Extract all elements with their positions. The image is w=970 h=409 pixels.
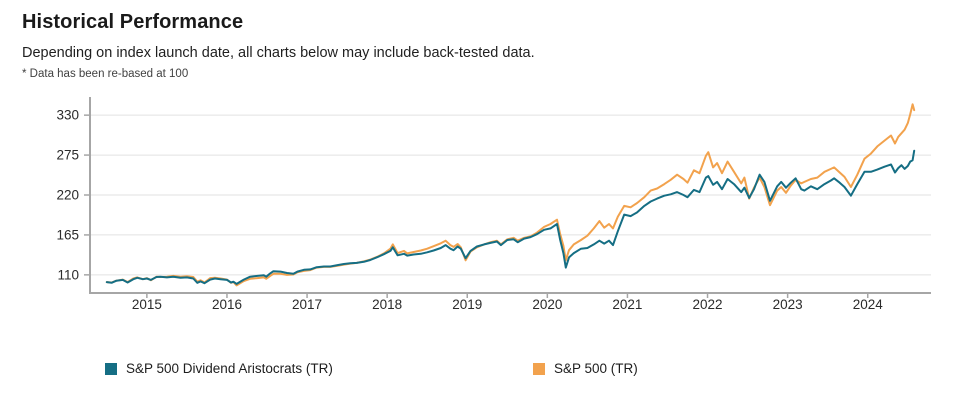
page-title: Historical Performance (22, 11, 244, 33)
x-axis-tick-label: 2024 (853, 297, 884, 312)
series-line-dividend-aristocrats (105, 149, 916, 285)
chart-legend: S&P 500 Dividend Aristocrats (TR) S&P 50… (0, 361, 970, 381)
x-axis-tick-label: 2022 (693, 297, 723, 312)
legend-item-dividend-aristocrats[interactable]: S&P 500 Dividend Aristocrats (TR) (105, 361, 333, 376)
legend-label-dividend-aristocrats: S&P 500 Dividend Aristocrats (TR) (126, 361, 333, 376)
legend-swatch-sp500-icon (533, 362, 545, 375)
x-axis-tick-label: 2021 (612, 297, 642, 312)
chart-header: Historical Performance Depending on inde… (22, 11, 535, 80)
legend-item-sp500[interactable]: S&P 500 (TR) (533, 361, 638, 376)
y-axis-tick-label: 330 (56, 108, 79, 123)
x-axis-tick-label: 2019 (452, 297, 482, 312)
chart-subtitle: Depending on index launch date, all char… (22, 45, 535, 61)
rebase-footnote: * Data has been re-based at 100 (22, 68, 189, 80)
x-axis-tick-label: 2017 (292, 297, 322, 312)
x-axis-tick-label: 2023 (773, 297, 803, 312)
legend-label-sp500: S&P 500 (TR) (554, 361, 638, 376)
x-axis-tick-label: 2016 (212, 297, 242, 312)
y-axis-tick-label: 110 (57, 267, 79, 282)
x-axis-tick-label: 2018 (372, 297, 402, 312)
x-axis-tick-label: 2020 (532, 297, 562, 312)
x-axis-tick-label: 2015 (132, 297, 162, 312)
y-axis-tick-label: 220 (56, 188, 79, 203)
y-axis-tick-label: 275 (56, 148, 79, 163)
y-axis-tick-label: 165 (56, 227, 79, 242)
performance-chart: 110 165 220 275 330 2015 2016 2017 2018 2019 2020 2… (56, 97, 931, 312)
legend-swatch-dividend-aristocrats-icon (105, 362, 117, 375)
